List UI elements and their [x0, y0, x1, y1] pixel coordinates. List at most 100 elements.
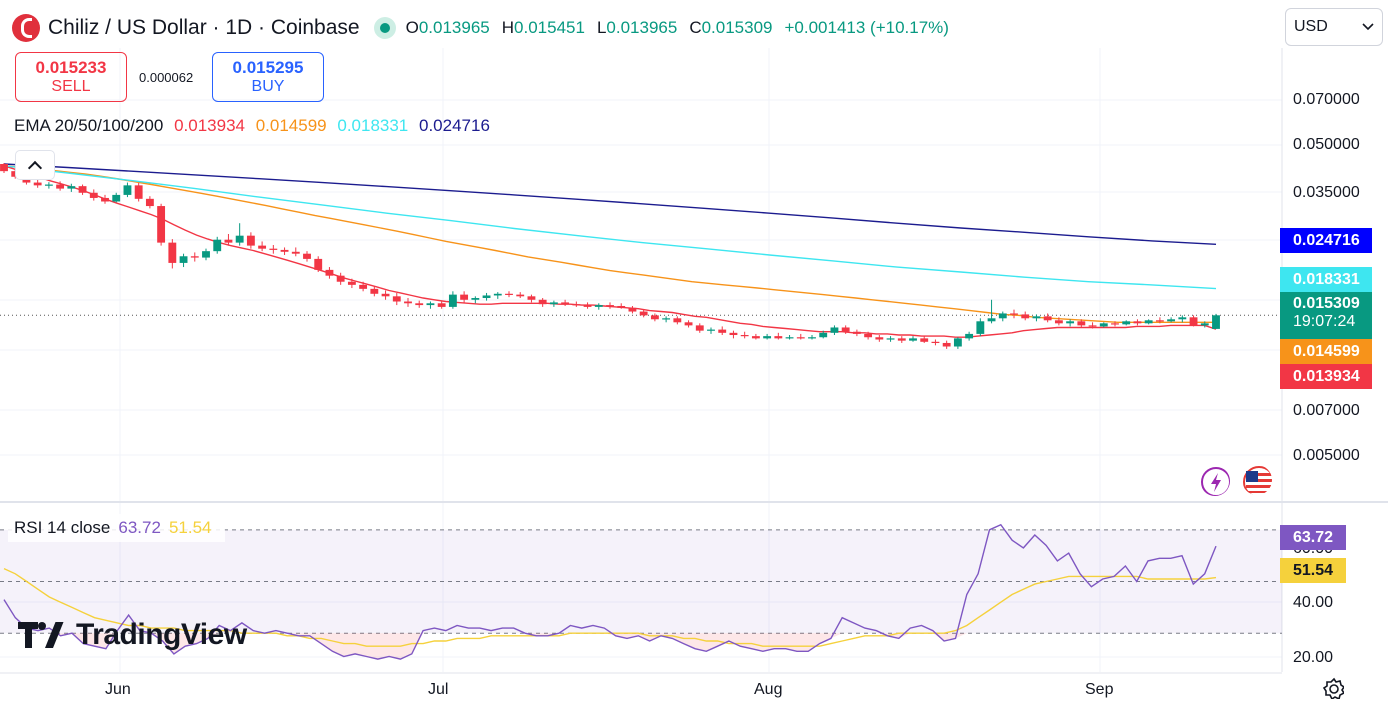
candle-body [549, 302, 558, 305]
candle-body [819, 332, 828, 338]
candle-body [202, 251, 210, 258]
candle-body [448, 294, 457, 307]
candle-body [684, 322, 693, 326]
candle-body [392, 296, 401, 302]
candle-body [965, 333, 974, 339]
candle-body [381, 293, 390, 297]
rsi-legend[interactable]: RSI 14 close 63.72 51.54 [8, 514, 226, 542]
candle-body [976, 321, 985, 334]
sell-button[interactable]: 0.015233 SELL [15, 52, 127, 102]
candle-body [325, 269, 334, 276]
candle-body [0, 164, 8, 172]
candle-body [235, 235, 244, 243]
candle-body [1043, 316, 1052, 321]
candle-body [718, 329, 727, 333]
ema-legend[interactable]: EMA 20/50/100/200 0.013934 0.014599 0.01… [14, 116, 496, 136]
candle-body [942, 342, 951, 347]
currency-select[interactable]: USD [1285, 8, 1383, 46]
candle-body [1189, 317, 1198, 326]
candle-body [157, 206, 166, 243]
price-tick-2: 0.035000 [1293, 184, 1360, 201]
candle-body [920, 338, 929, 342]
ema50-value: 0.014599 [255, 116, 327, 135]
candle-body [751, 336, 760, 339]
candle-body [1133, 321, 1142, 324]
tradingview-brand[interactable]: TradingView [18, 618, 247, 652]
candle-body [729, 332, 738, 336]
price-tick-4: 0.005000 [1293, 447, 1360, 464]
ohlc-high: H0.015451 [501, 18, 585, 37]
rsi-axis-label: 63.72 [1280, 525, 1346, 550]
candle-body [246, 235, 255, 246]
candle-body [134, 185, 143, 199]
candle-body [1066, 321, 1075, 324]
sell-label: SELL [51, 78, 91, 95]
candle-body [763, 336, 772, 339]
ohlc-open: O0.013965 [405, 18, 490, 37]
candle-body [561, 302, 570, 305]
candle-body [280, 249, 289, 252]
symbol-title[interactable]: Chiliz / US Dollar · 1D · Coinbase [48, 16, 360, 39]
candle-body [291, 251, 300, 254]
time-tick-sep: Sep [1085, 681, 1114, 698]
rsi-legend-label: RSI 14 close [14, 518, 111, 537]
candle-body [1122, 321, 1131, 325]
candle-body [258, 245, 267, 249]
candle-body [852, 331, 861, 334]
candle-body [179, 256, 188, 263]
candle-body [1021, 314, 1030, 319]
candle-body [1088, 325, 1097, 327]
candle-body [808, 337, 816, 339]
candle-body [33, 182, 42, 186]
candle-body [886, 338, 895, 340]
candle-body [1077, 321, 1086, 326]
candle-body [493, 293, 502, 296]
buy-button[interactable]: 0.015295 BUY [212, 52, 324, 102]
candle-body [841, 327, 850, 332]
ema100-axis-label: 0.018331 [1280, 267, 1372, 292]
ema200-axis-label: 0.024716 [1280, 228, 1372, 253]
candle-body [1010, 313, 1018, 315]
collapse-legend-button[interactable] [15, 150, 55, 180]
candle-body [1212, 315, 1220, 329]
settings-gear-icon[interactable] [1322, 677, 1344, 699]
candle-body [617, 305, 626, 308]
rsi-ma-value: 51.54 [168, 518, 212, 537]
candle-body [101, 197, 109, 202]
candle-body [168, 242, 177, 263]
candle-body [909, 338, 917, 341]
ohlc-close: C0.015309 [689, 18, 773, 37]
us-flag-icon[interactable] [1242, 465, 1272, 495]
candle-body [740, 335, 749, 337]
candle-body [796, 337, 805, 339]
time-tick-aug: Aug [754, 681, 783, 698]
brand-name: TradingView [76, 618, 247, 651]
candle-body [987, 318, 996, 322]
ema-line-ema200 [3, 163, 1217, 245]
ema-line-ema50 [3, 165, 1216, 323]
candle-body [527, 296, 536, 300]
candle-body [404, 301, 412, 304]
ema-line-ema100 [3, 165, 1217, 290]
candle-body [213, 239, 222, 252]
candle-body [1054, 320, 1063, 324]
candle-body [639, 311, 648, 316]
candle-body [370, 288, 379, 294]
candle-body [931, 341, 940, 344]
candle-body [875, 337, 884, 340]
candle-body [707, 329, 715, 331]
last-price-axis-label: 0.015309 19:07:24 [1280, 292, 1372, 339]
candle-body [426, 303, 435, 306]
flash-icon[interactable] [1200, 466, 1230, 496]
candle-body [774, 336, 783, 339]
candle-body [572, 304, 581, 306]
candle-body [1167, 319, 1176, 322]
candle-body [864, 333, 873, 338]
candle-body [650, 315, 659, 320]
ohlc-low: L0.013965 [596, 18, 678, 37]
candle-body [830, 327, 839, 333]
rsi-tick-40: 40.00 [1293, 594, 1334, 611]
candle-body [1155, 320, 1164, 322]
candle-body [190, 256, 199, 258]
